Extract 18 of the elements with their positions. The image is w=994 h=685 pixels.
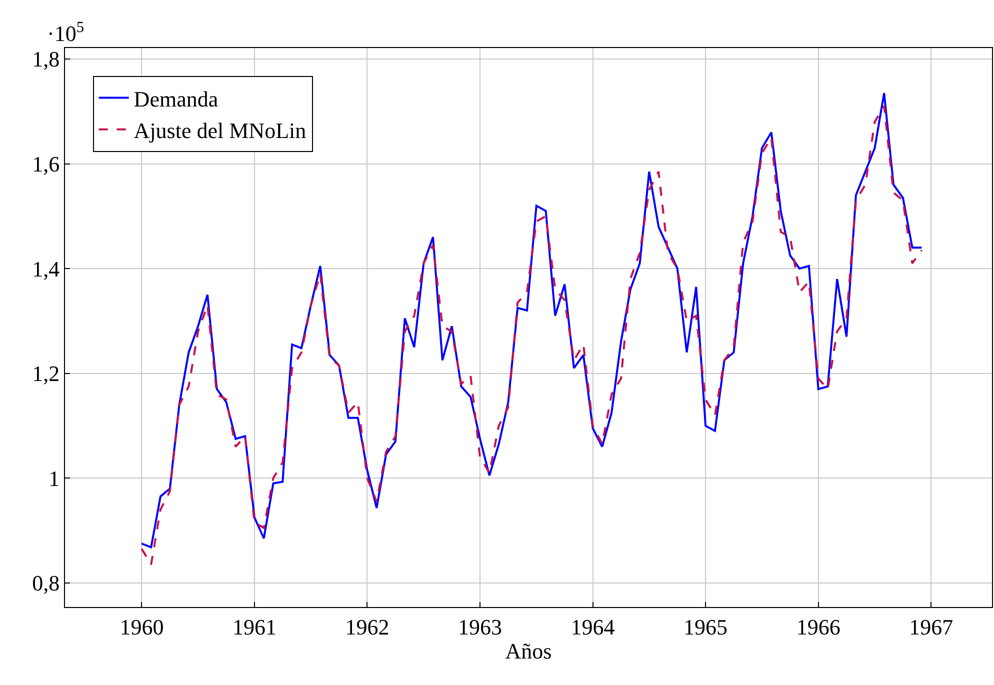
x-tick-label: 1963: [458, 614, 502, 640]
x-tick-label: 1961: [232, 614, 276, 640]
y-tick-label: 1: [48, 466, 60, 491]
legend-label: Demanda: [134, 86, 218, 112]
x-tick-label: 1962: [345, 614, 390, 640]
y-tick-label: 1,2: [32, 361, 60, 386]
y-tick-label: 1,6: [32, 151, 60, 176]
text: ·10$^{5}$: [47, 19, 84, 46]
y-tick-label: 1,4: [32, 256, 60, 282]
x-tick-label: 1960: [120, 614, 164, 640]
x-axis-title: Años: [505, 638, 552, 664]
y-tick-label: 0,8: [32, 570, 60, 596]
x-tick-label: 1966: [796, 614, 840, 640]
x-tick-label: 1967: [909, 614, 954, 640]
legend-label: Ajuste del MNoLin: [134, 118, 306, 143]
x-tick-label: 1965: [684, 614, 728, 640]
y-tick-label: 1,8: [32, 46, 60, 72]
x-tick-label: 1964: [570, 614, 615, 640]
